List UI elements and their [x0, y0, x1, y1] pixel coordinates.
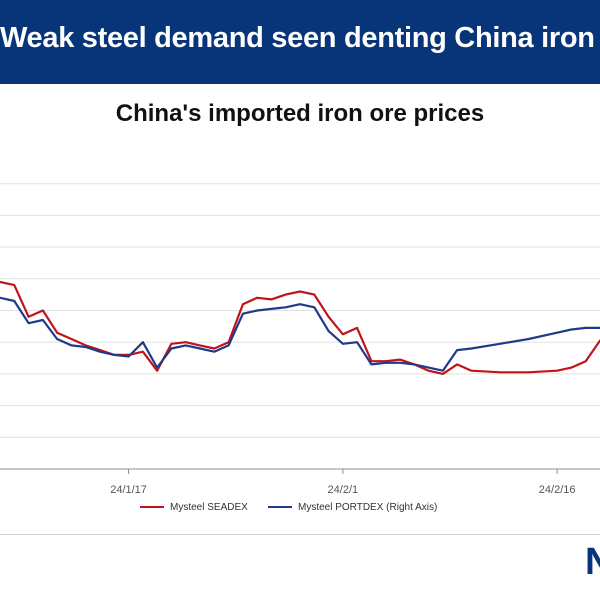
legend-label-1: Mysteel SEADEX	[170, 502, 248, 513]
series-line-1	[0, 280, 600, 375]
legend-label-2: Mysteel PORTDEX (Right Axis)	[298, 502, 437, 513]
chart-title: China's imported iron ore prices	[115, 100, 485, 127]
footer-divider	[0, 534, 600, 535]
series-layer	[0, 280, 600, 375]
x-ticks: 24/1/17 24/2/1 24/2/16	[110, 469, 575, 496]
legend: Mysteel SEADEX Mysteel PORTDEX (Right Axi…	[140, 502, 437, 513]
series-line-2	[0, 296, 600, 372]
headline-text: Weak steel demand seen denting China iro…	[0, 22, 595, 54]
brand-logo: N	[585, 544, 600, 580]
headline-banner: Weak steel demand seen denting China iro…	[0, 0, 600, 84]
x-tick-label: 24/2/1	[328, 484, 359, 496]
x-tick-label: 24/2/16	[539, 484, 576, 496]
x-tick-label: 24/1/17	[110, 484, 147, 496]
gridlines	[0, 183, 600, 438]
